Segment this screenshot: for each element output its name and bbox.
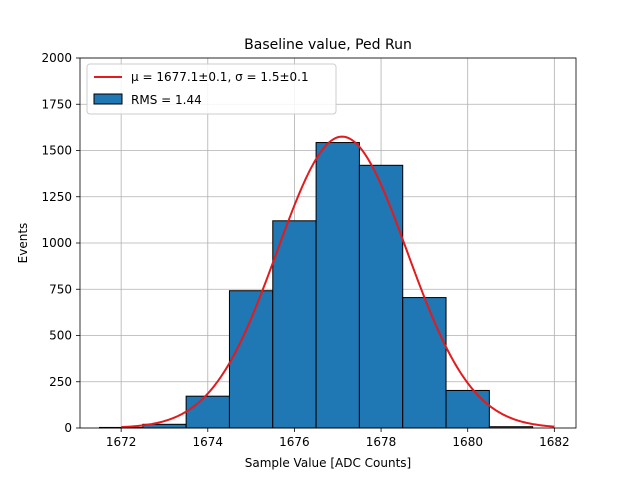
chart-title: Baseline value, Ped Run [244,37,412,53]
x-tick-label: 1676 [279,435,310,449]
y-tick-label: 750 [49,282,72,296]
histogram-bar [185,395,230,429]
y-tick-label: 250 [49,375,72,389]
x-tick-label: 1672 [106,435,137,449]
legend-box [86,63,337,115]
x-tick-label: 1678 [366,435,397,449]
legend-hist-label: RMS = 1.44 [131,93,202,107]
y-tick-label: 2000 [41,51,72,65]
histogram-bar [358,164,404,429]
legend-hist-swatch [93,93,123,105]
legend: μ = 1677.1±0.1, σ = 1.5±0.1 RMS = 1.44 [86,63,337,115]
histogram-bar [228,290,274,429]
x-axis-label: Sample Value [ADC Counts] [245,456,411,470]
y-tick-label: 1250 [41,190,72,204]
x-tick-label: 1680 [452,435,483,449]
x-tick-label: 1674 [193,435,224,449]
y-tick-label: 1500 [41,144,72,158]
y-tick-label: 0 [64,421,72,435]
histogram-bar [402,297,447,429]
histogram-bars [98,142,534,429]
legend-fit-label: μ = 1677.1±0.1, σ = 1.5±0.1 [131,70,309,84]
axis-ticks: 1672 1674 1676 1678 1680 1682 0 250 500 750 1000 12… [41,51,569,449]
histogram-bar [315,142,360,429]
fit-curve-line [121,135,555,429]
histogram-bar [445,389,490,429]
y-tick-label: 500 [49,329,72,343]
y-tick-label: 1750 [41,97,72,111]
histogram-bar [272,220,317,429]
gaussian-fit [121,135,555,429]
y-tick-label: 1000 [41,236,72,250]
x-tick-label: 1682 [539,435,570,449]
y-axis-label: Events [16,223,30,264]
